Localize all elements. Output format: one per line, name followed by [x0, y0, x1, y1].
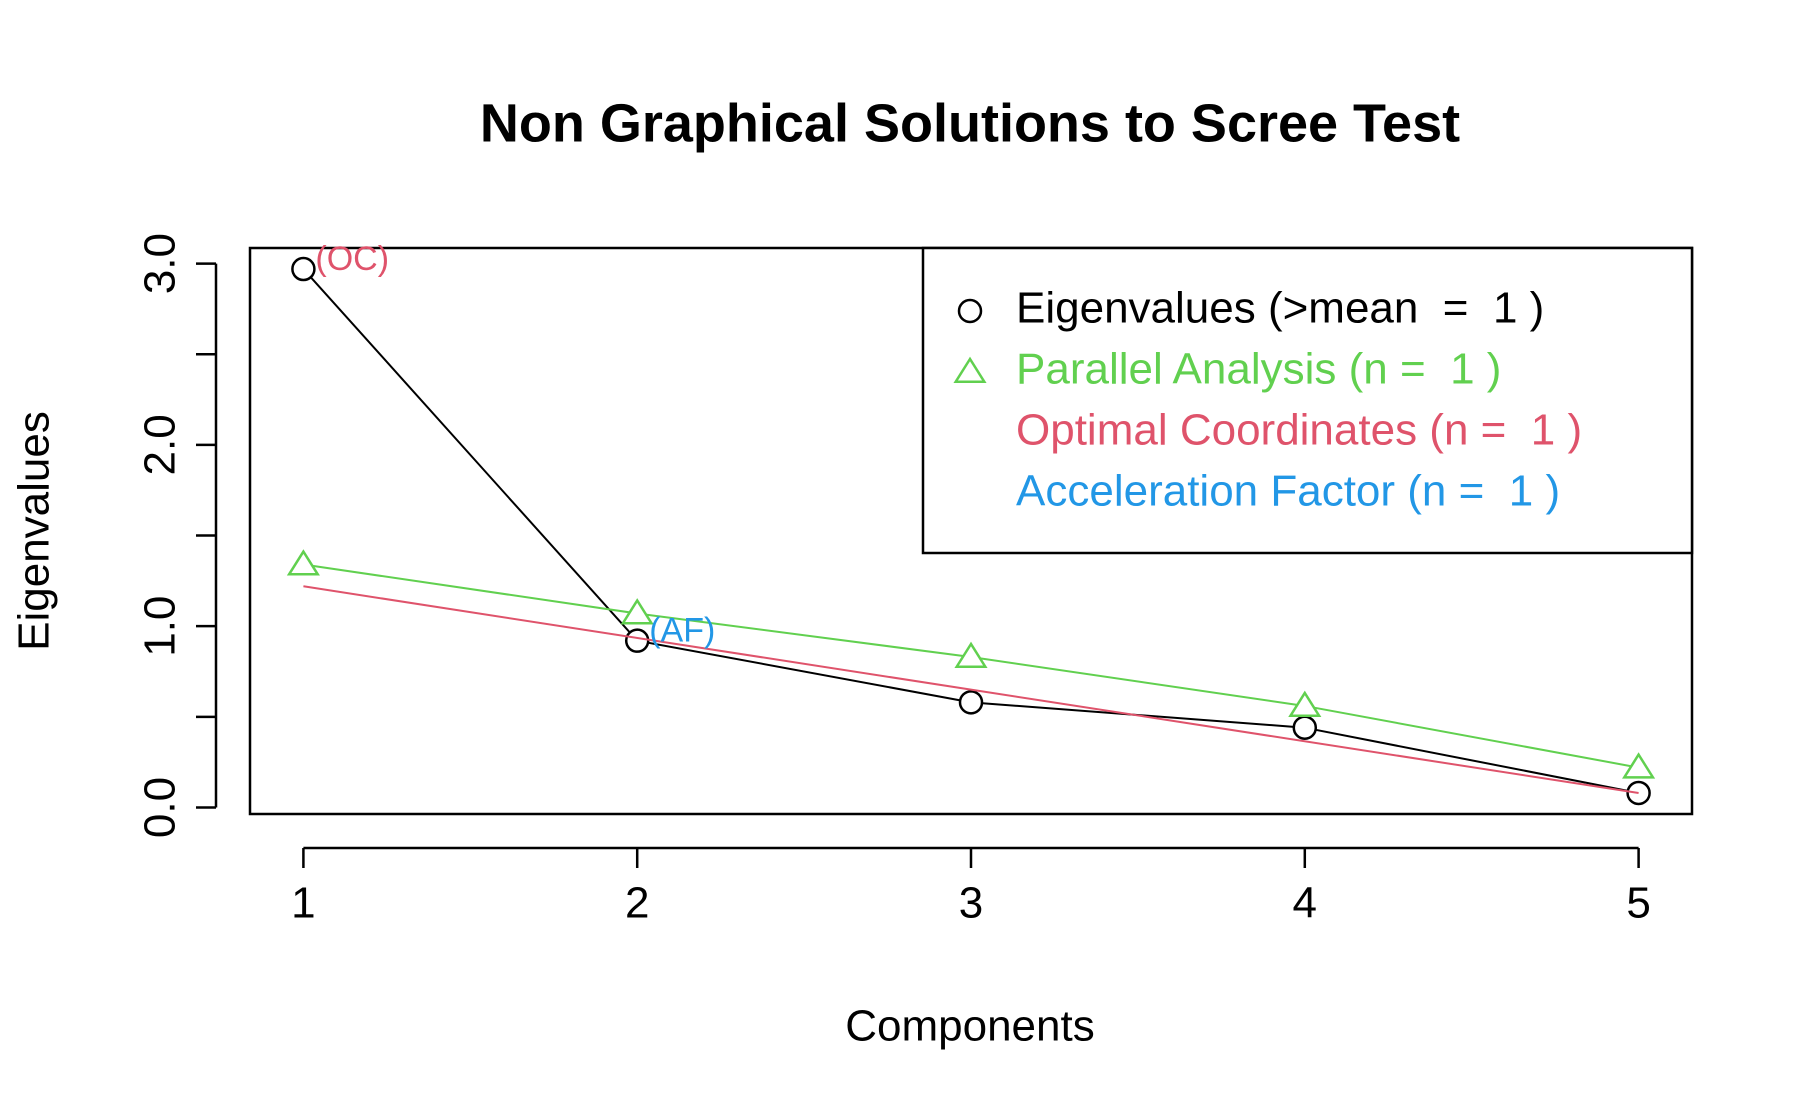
data-point: [291, 256, 316, 282]
y-axis-title: Eigenvalues: [10, 411, 59, 651]
legend-marker: [953, 356, 987, 383]
x-tick-label: 5: [1626, 879, 1650, 928]
legend-label: Parallel Analysis (n = 1 ): [1016, 345, 1501, 394]
y-tick-label: 2.0: [136, 414, 185, 475]
data-point: [1292, 715, 1318, 740]
data-point: [286, 549, 320, 576]
annotation: (AF): [649, 612, 715, 650]
legend-marker: [957, 298, 983, 324]
x-tick-label: 4: [1293, 879, 1317, 928]
data-point: [954, 641, 988, 668]
x-axis-title: Components: [845, 1002, 1094, 1051]
data-point: [624, 628, 650, 653]
y-tick-label: 3.0: [136, 233, 185, 294]
data-point: [1622, 752, 1656, 779]
data-point: [958, 690, 984, 715]
legend-label: Eigenvalues (>mean = 1 ): [1016, 284, 1544, 333]
x-tick-label: 3: [959, 879, 983, 928]
legend-box: [921, 246, 1694, 555]
series-line: [303, 585, 1639, 794]
legend-label: Acceleration Factor (n = 1 ): [1016, 467, 1560, 516]
chart-title: Non Graphical Solutions to Scree Test: [480, 93, 1460, 153]
data-point: [620, 598, 654, 625]
annotation: (OC): [315, 240, 389, 278]
y-tick-label: 1.0: [136, 596, 185, 657]
x-tick-label: 1: [291, 879, 315, 928]
x-tick-label: 2: [625, 879, 649, 928]
data-point: [1288, 690, 1322, 717]
y-tick-label: 0.0: [136, 777, 185, 838]
legend-label: Optimal Coordinates (n = 1 ): [1016, 406, 1582, 455]
